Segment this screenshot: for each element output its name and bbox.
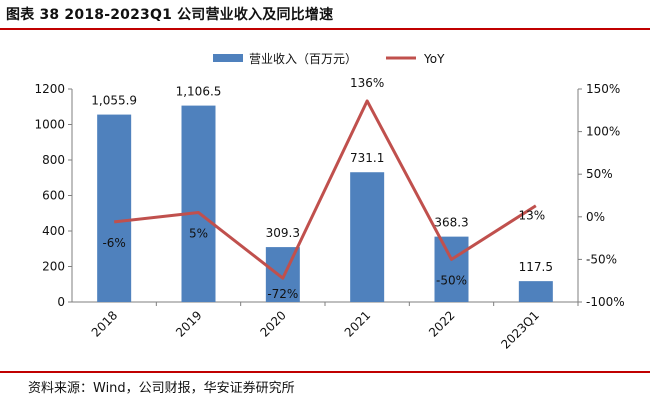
bar-series bbox=[97, 105, 553, 302]
yoy-value-label: -6% bbox=[102, 236, 125, 250]
left-tick-label: 400 bbox=[42, 224, 65, 238]
yoy-line bbox=[114, 99, 537, 280]
yoy-value-label: 136% bbox=[350, 76, 384, 90]
left-tick-label: 200 bbox=[42, 260, 65, 274]
revenue-value-label: 731.1 bbox=[350, 151, 384, 165]
right-tick-label: -50% bbox=[586, 252, 617, 266]
legend-label-yoy: YoY bbox=[423, 52, 445, 66]
right-tick-label: 50% bbox=[586, 167, 613, 181]
revenue-value-label: 117.5 bbox=[519, 260, 553, 274]
revenue-value-label: 1,055.9 bbox=[91, 94, 137, 108]
source-rule bbox=[0, 371, 650, 373]
revenue-value-label: 368.3 bbox=[434, 216, 468, 230]
x-tick-label: 2020 bbox=[257, 308, 288, 339]
x-tick-label: 2019 bbox=[173, 308, 204, 339]
left-tick-label: 800 bbox=[42, 153, 65, 167]
x-tick-label: 2023Q1 bbox=[498, 308, 542, 352]
yoy-value-label: 13% bbox=[518, 209, 545, 223]
right-tick-label: -100% bbox=[586, 295, 625, 309]
revenue-bar bbox=[97, 114, 132, 302]
revenue-bar bbox=[518, 281, 553, 302]
x-tick-label: 2022 bbox=[426, 308, 457, 339]
left-tick-label: 1200 bbox=[34, 82, 65, 96]
left-tick-label: 600 bbox=[42, 189, 65, 203]
line-series bbox=[114, 99, 537, 280]
left-tick-label: 0 bbox=[57, 295, 65, 309]
right-tick-label: 150% bbox=[586, 82, 620, 96]
legend-label-revenue: 营业收入（百万元） bbox=[249, 52, 357, 66]
yoy-value-label: -50% bbox=[436, 273, 467, 287]
yoy-value-label: -72% bbox=[267, 287, 298, 301]
revenue-bar bbox=[434, 236, 469, 302]
revenue-bar bbox=[350, 172, 385, 302]
chart-legend: 营业收入（百万元） YoY bbox=[213, 52, 445, 66]
yoy-value-label: 5% bbox=[189, 227, 208, 241]
legend-swatch-revenue bbox=[213, 54, 243, 62]
revenue-bar bbox=[181, 105, 216, 302]
revenue-value-label: 1,106.5 bbox=[176, 85, 222, 99]
revenue-value-label: 309.3 bbox=[266, 226, 300, 240]
right-tick-label: 0% bbox=[586, 210, 605, 224]
right-tick-label: 100% bbox=[586, 125, 620, 139]
left-tick-label: 1000 bbox=[34, 118, 65, 132]
data-labels: 1,055.9 1,106.5 309.3 731.1 368.3 117.5 -6% 5% -… bbox=[91, 76, 553, 301]
x-tick-label: 2018 bbox=[89, 308, 120, 339]
title-rule bbox=[0, 28, 650, 30]
x-tick-label: 2021 bbox=[342, 308, 373, 339]
chart-title: 图表 38 2018-2023Q1 公司营业收入及同比增速 bbox=[6, 7, 334, 23]
source-note: 资料来源：Wind，公司财报，华安证券研究所 bbox=[28, 381, 295, 396]
